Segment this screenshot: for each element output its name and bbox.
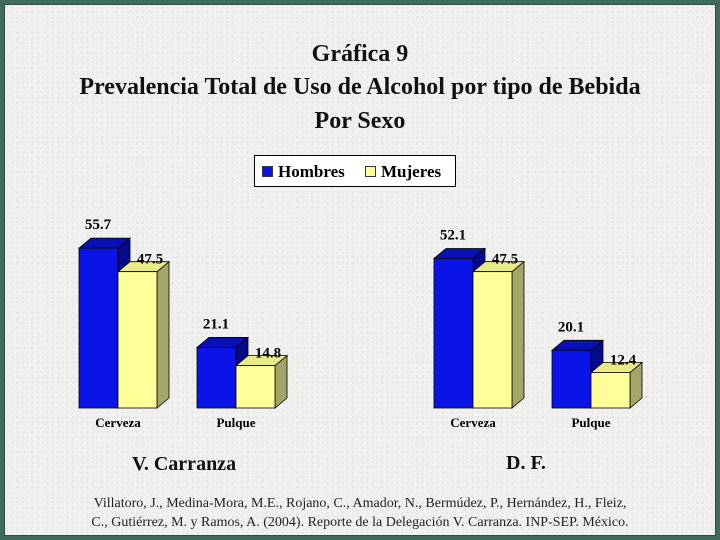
category-label-0-1: Pulque: [216, 415, 255, 430]
bar-mujeres-cerveza-1: [472, 271, 513, 409]
bar-hombres-pulque-1: [551, 349, 592, 409]
legend-swatch-hombres: [262, 166, 273, 177]
data-label-chart-0-0-0: 55.7: [85, 217, 112, 233]
data-label-chart-1-0-1: 47.5: [492, 252, 518, 268]
slide-background: [4, 4, 716, 536]
chart-subtitle: Por Sexo: [314, 108, 406, 134]
data-label-chart-0-1-1: 14.8: [255, 346, 281, 362]
bar-hombres-cerveza-1: [433, 258, 474, 409]
data-label-chart-0-0-1: 47.5: [137, 252, 163, 268]
bar-side-chart-0-0-1: [156, 260, 170, 409]
chart-group-title-v-carranza: V. Carranza: [132, 453, 237, 475]
legend-swatch-mujeres: [365, 166, 376, 177]
legend-label-mujeres: Mujeres: [381, 162, 442, 181]
category-label-1-1: Pulque: [571, 415, 610, 430]
data-label-chart-0-1-0: 21.1: [203, 316, 229, 332]
bar-mujeres-pulque-0: [235, 365, 276, 409]
legend: Hombres Mujeres: [254, 155, 456, 187]
bar-side-chart-1-0-1: [511, 260, 525, 409]
data-label-chart-1-1-0: 20.1: [558, 319, 584, 335]
source-citation: Villatoro, J., Medina-Mora, M.E., Rojano…: [30, 494, 690, 532]
data-label-chart-1-0-0: 52.1: [440, 227, 466, 243]
category-label-0-0: Cerveza: [95, 415, 141, 430]
bar-hombres-pulque-0: [196, 347, 237, 409]
source-line-2: C., Gutiérrez, M. y Ramos, A. (2004). Re…: [91, 515, 629, 530]
legend-label-hombres: Hombres: [278, 162, 345, 181]
bar-mujeres-pulque-1: [590, 372, 631, 409]
bar-hombres-cerveza-0: [78, 247, 119, 409]
chart-title: Prevalencia Total de Uso de Alcohol por …: [79, 74, 641, 100]
source-line-1: Villatoro, J., Medina-Mora, M.E., Rojano…: [93, 496, 627, 511]
category-label-1-0: Cerveza: [450, 415, 496, 430]
chart-title-number: Gráfica 9: [311, 41, 409, 67]
data-label-chart-1-1-1: 12.4: [610, 352, 637, 368]
chart-group-title-df: D. F.: [506, 452, 546, 474]
bar-mujeres-cerveza-0: [117, 271, 158, 409]
